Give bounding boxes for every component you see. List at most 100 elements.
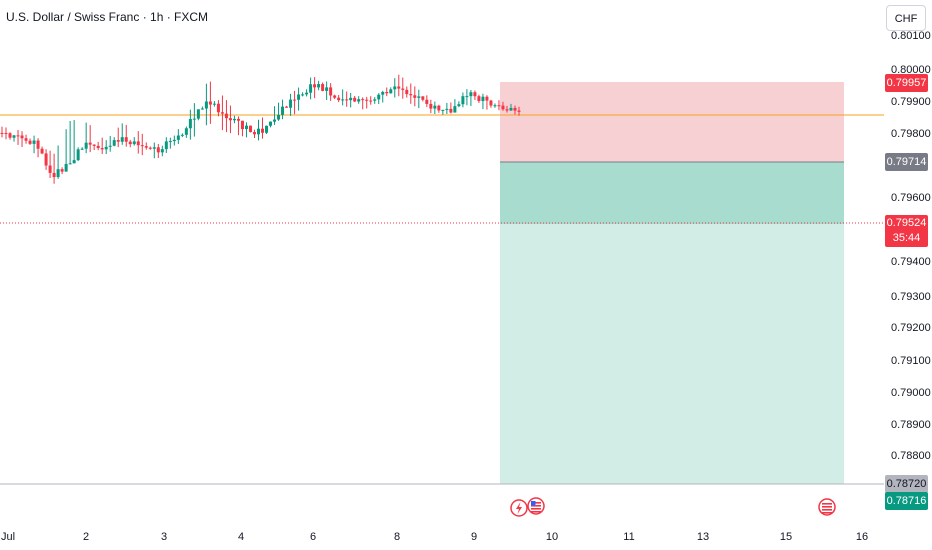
candle-down[interactable] xyxy=(16,135,20,137)
candle-up[interactable] xyxy=(256,128,260,135)
candle-down[interactable] xyxy=(385,91,389,94)
candle-up[interactable] xyxy=(393,86,397,90)
candle-down[interactable] xyxy=(60,169,64,172)
candle-up[interactable] xyxy=(72,160,76,164)
stop-loss-zone[interactable] xyxy=(500,82,844,162)
lightning-event-icon[interactable] xyxy=(510,499,528,517)
candle-down[interactable] xyxy=(397,86,401,89)
candle-down[interactable] xyxy=(329,87,333,96)
candle-up[interactable] xyxy=(417,96,421,98)
candle-down[interactable] xyxy=(236,118,240,121)
candle-up[interactable] xyxy=(32,140,36,144)
candle-up[interactable] xyxy=(377,94,381,100)
candle-down[interactable] xyxy=(345,99,349,101)
time-axis[interactable]: Jul 2 3 4 6 8 9 10 11 13 15 16 xyxy=(1,531,868,543)
candle-up[interactable] xyxy=(168,141,172,143)
candle-down[interactable] xyxy=(24,138,28,141)
candle-up[interactable] xyxy=(200,108,204,110)
candle-down[interactable] xyxy=(409,94,413,96)
candle-down[interactable] xyxy=(421,96,425,100)
candle-down[interactable] xyxy=(485,96,489,101)
candle-down[interactable] xyxy=(220,112,224,114)
candle-up[interactable] xyxy=(132,141,136,145)
candle-up[interactable] xyxy=(188,118,192,129)
candle-up[interactable] xyxy=(341,99,345,101)
candle-down[interactable] xyxy=(40,148,44,154)
candle-down[interactable] xyxy=(497,105,501,107)
candle-down[interactable] xyxy=(369,100,373,102)
candle-up[interactable] xyxy=(493,105,497,107)
candle-down[interactable] xyxy=(92,144,96,146)
candle-up[interactable] xyxy=(373,99,377,101)
candle-down[interactable] xyxy=(228,118,232,121)
candle-down[interactable] xyxy=(140,145,144,147)
candle-up[interactable] xyxy=(152,147,156,149)
candle-up[interactable] xyxy=(469,92,473,97)
candle-up[interactable] xyxy=(172,139,176,142)
candle-up[interactable] xyxy=(317,84,321,88)
candle-up[interactable] xyxy=(196,109,200,119)
candle-up[interactable] xyxy=(68,163,72,165)
candle-up[interactable] xyxy=(381,91,385,95)
candle-down[interactable] xyxy=(240,120,244,130)
candle-down[interactable] xyxy=(20,135,24,139)
candle-up[interactable] xyxy=(325,87,329,91)
candle-up[interactable] xyxy=(465,96,469,98)
candle-down[interactable] xyxy=(361,99,365,101)
candle-down[interactable] xyxy=(337,97,341,101)
candle-down[interactable] xyxy=(44,153,48,166)
candle-down[interactable] xyxy=(261,128,265,133)
candle-down[interactable] xyxy=(285,106,289,108)
candle-up[interactable] xyxy=(461,96,465,105)
candle-down[interactable] xyxy=(437,105,441,111)
candle-down[interactable] xyxy=(321,84,325,91)
candle-down[interactable] xyxy=(124,137,128,142)
candle-down[interactable] xyxy=(477,96,481,102)
candle-up[interactable] xyxy=(441,109,445,111)
candle-down[interactable] xyxy=(100,148,104,150)
candle-up[interactable] xyxy=(176,135,180,140)
candle-up[interactable] xyxy=(164,141,168,150)
candle-down[interactable] xyxy=(136,141,140,146)
candle-up[interactable] xyxy=(56,169,60,178)
candle-down[interactable] xyxy=(128,141,132,145)
candle-down[interactable] xyxy=(252,132,256,135)
candle-down[interactable] xyxy=(405,89,409,95)
candle-up[interactable] xyxy=(509,107,513,111)
candle-down[interactable] xyxy=(333,95,337,98)
candle-down[interactable] xyxy=(505,109,509,111)
candle-up[interactable] xyxy=(160,149,164,153)
candle-down[interactable] xyxy=(48,165,52,173)
candle-down[interactable] xyxy=(513,107,517,111)
candle-down[interactable] xyxy=(8,133,12,138)
candle-up[interactable] xyxy=(204,101,208,109)
candle-up[interactable] xyxy=(12,135,16,138)
candle-up[interactable] xyxy=(269,121,273,126)
candle-up[interactable] xyxy=(457,104,461,107)
candle-up[interactable] xyxy=(212,103,216,105)
candle-down[interactable] xyxy=(144,146,148,148)
candle-down[interactable] xyxy=(224,113,228,119)
candle-down[interactable] xyxy=(473,92,477,97)
candle-up[interactable] xyxy=(277,114,281,120)
candle-down[interactable] xyxy=(429,103,433,109)
candle-down[interactable] xyxy=(353,97,357,102)
candle-down[interactable] xyxy=(413,95,417,98)
candle-down[interactable] xyxy=(425,99,429,104)
candle-up[interactable] xyxy=(481,96,485,102)
candle-down[interactable] xyxy=(401,88,405,90)
candle-up[interactable] xyxy=(76,149,80,161)
candle-up[interactable] xyxy=(192,118,196,120)
candle-down[interactable] xyxy=(0,132,4,134)
candle-down[interactable] xyxy=(156,147,160,153)
candle-down[interactable] xyxy=(28,140,32,144)
candle-down[interactable] xyxy=(248,125,252,133)
candle-up[interactable] xyxy=(281,106,285,115)
candle-up[interactable] xyxy=(232,118,236,121)
candle-down[interactable] xyxy=(489,100,493,106)
candle-down[interactable] xyxy=(208,101,212,105)
candle-up[interactable] xyxy=(301,94,305,96)
candle-up[interactable] xyxy=(297,94,301,100)
candle-up[interactable] xyxy=(112,140,116,146)
